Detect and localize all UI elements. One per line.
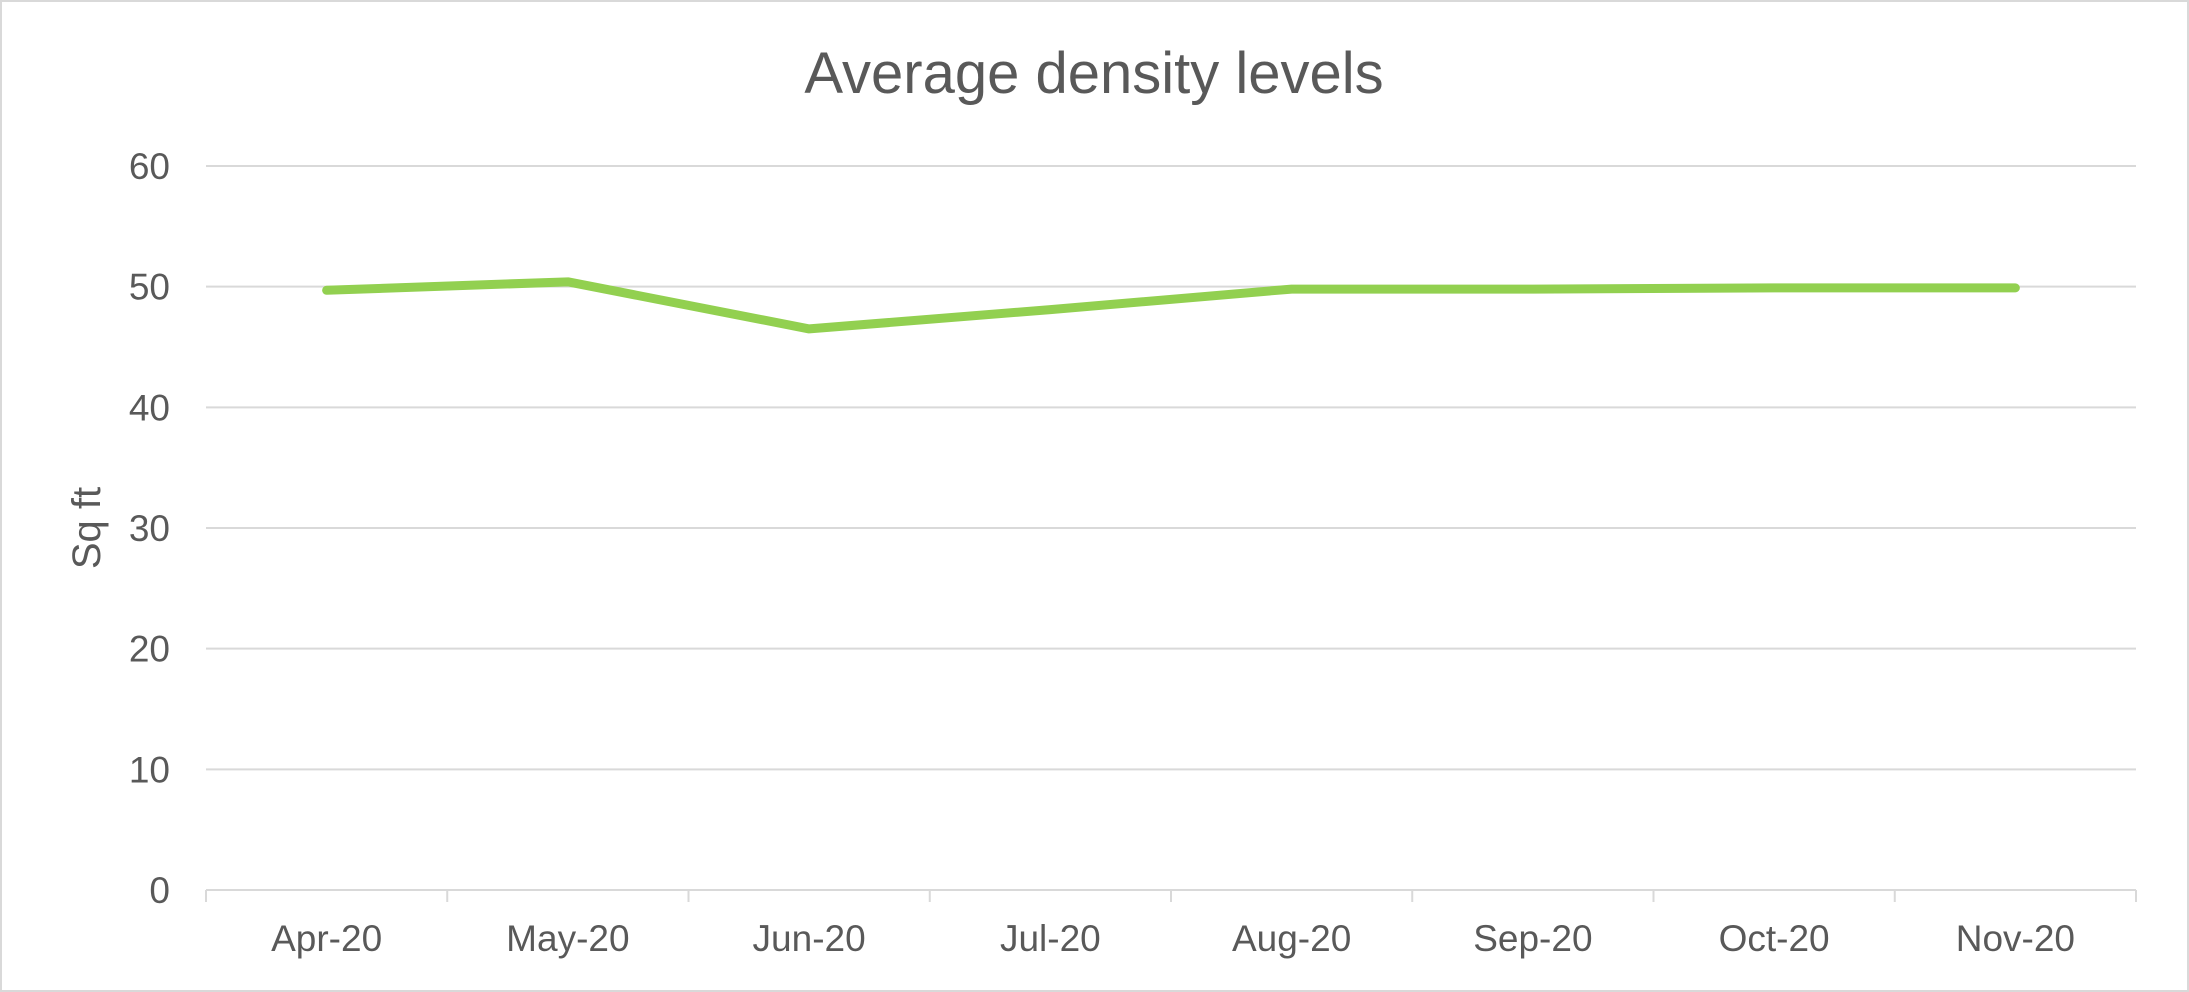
data-point [808, 327, 811, 330]
y-axis-label: Sq ft [65, 487, 109, 569]
gridlines [206, 165, 2136, 771]
y-tick-label: 50 [129, 267, 170, 308]
x-tick-label: Aug-20 [1232, 918, 1351, 959]
x-tick-label: Jun-20 [753, 918, 866, 959]
series-line [322, 277, 2020, 334]
series-layer [322, 277, 2020, 334]
data-point [2014, 286, 2017, 289]
x-tick-label: Oct-20 [1719, 918, 1830, 959]
data-point [1531, 288, 1534, 291]
y-tick-label: 20 [129, 629, 170, 670]
data-point [566, 280, 569, 283]
x-tick-label: Sep-20 [1473, 918, 1592, 959]
x-axis [205, 889, 2137, 902]
data-point [1773, 286, 1776, 289]
y-tick-label: 10 [129, 749, 170, 790]
y-tick-label: 40 [129, 387, 170, 428]
data-point [325, 289, 328, 292]
chart-title: Average density levels [804, 41, 1383, 106]
x-tick-label: Nov-20 [1956, 918, 2075, 959]
y-tick-label: 60 [129, 146, 170, 187]
x-tick-label: Apr-20 [271, 918, 382, 959]
y-tick-labels: 0 10 20 30 40 50 60 [129, 146, 170, 911]
x-tick-label: Jul-20 [1000, 918, 1101, 959]
data-point [1049, 308, 1052, 311]
y-tick-label: 0 [149, 870, 170, 911]
data-point [1290, 288, 1293, 291]
x-tick-label: May-20 [506, 918, 629, 959]
x-tick-labels: Apr-20 May-20 Jun-20 Jul-20 Aug-20 Sep-20 Oct-… [271, 918, 2075, 959]
y-tick-label: 30 [129, 508, 170, 549]
